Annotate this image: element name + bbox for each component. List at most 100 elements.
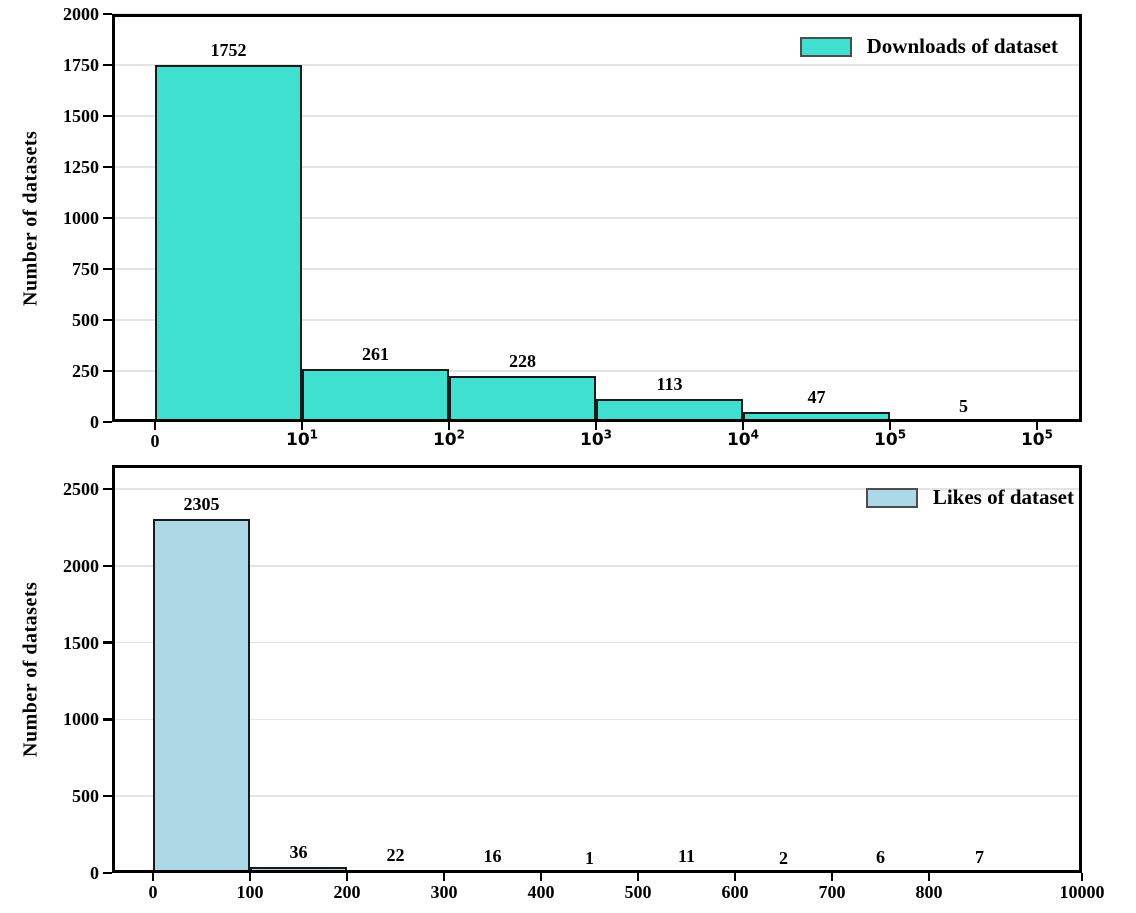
x-tick-mark <box>248 873 252 881</box>
gridline <box>112 319 1082 321</box>
y-tick-label: 0 <box>90 863 99 883</box>
x-tick-mark <box>830 873 834 881</box>
plot-area: Downloads of dataset 0 250 500 750 1000 1250 1… <box>63 5 1082 450</box>
x-tick-label: 300 <box>430 882 458 902</box>
y-tick-label: 1500 <box>63 106 99 126</box>
x-tick-exponent: 1 <box>309 427 319 442</box>
bar-value-label: 261 <box>362 343 389 364</box>
bar-value-label: 1752 <box>210 39 247 60</box>
gridline <box>112 64 1082 66</box>
histogram-bar <box>890 419 1037 422</box>
histogram-bar <box>444 870 542 873</box>
y-tick-mark <box>103 318 112 322</box>
y-tick-mark <box>103 12 112 16</box>
y-tick-label: 1000 <box>63 709 99 730</box>
gridline <box>112 718 1082 721</box>
y-tick-label: 250 <box>72 361 99 381</box>
bar-value-label: 36 <box>289 842 308 863</box>
bar-value-label: 47 <box>807 387 826 408</box>
x-tick-label: 105 <box>874 427 907 450</box>
bar-value-label: 228 <box>509 350 536 371</box>
gridline <box>112 115 1082 117</box>
x-tick-mark <box>1035 422 1039 430</box>
x-tick-mark <box>636 873 640 881</box>
gridline <box>112 268 1082 270</box>
gridline <box>112 13 1082 15</box>
x-tick-mark <box>442 873 446 881</box>
x-tick-label: 103 <box>580 427 613 450</box>
histogram-bar <box>742 412 891 422</box>
x-tick-label: 800 <box>915 882 943 902</box>
x-tick-label: 10000 <box>1059 882 1105 902</box>
legend: Downloads of dataset <box>799 34 1058 58</box>
y-tick-label: 500 <box>72 310 99 330</box>
y-tick-mark <box>103 564 112 568</box>
y-tick-label: 0 <box>90 412 99 432</box>
y-tick-mark <box>103 794 112 798</box>
y-tick-mark <box>103 871 112 875</box>
y-tick-label: 2000 <box>63 4 99 24</box>
y-tick-label: 1500 <box>63 632 99 653</box>
bar-value-label: 2 <box>779 847 789 868</box>
bar-value-label: 16 <box>483 845 502 866</box>
x-tick-mark <box>733 873 737 881</box>
y-tick-mark <box>103 641 112 644</box>
x-tick-mark <box>1080 873 1084 881</box>
legend-swatch <box>799 36 852 57</box>
bar-value-label: 5 <box>959 395 968 416</box>
y-tick-label: 1000 <box>63 208 99 228</box>
x-tick-exponent: 2 <box>456 427 465 442</box>
bar-value-label: 22 <box>386 844 405 865</box>
y-tick-mark <box>103 369 112 373</box>
x-tick-label: 600 <box>721 882 749 902</box>
legend-label: Downloads of dataset <box>866 34 1058 58</box>
histogram-bar <box>153 518 251 873</box>
gridline <box>112 166 1082 168</box>
plot-area: Likes of dataset 0 500 1000 1500 2000 2500 0 10… <box>63 465 1105 901</box>
y-tick-label: 1250 <box>63 157 99 177</box>
bar-value-label: 1 <box>585 847 595 868</box>
gridline <box>112 488 1082 490</box>
legend-label: Likes of dataset <box>932 485 1074 509</box>
x-tick-label: 200 <box>333 882 361 902</box>
x-tick-exponent: 5 <box>897 427 907 442</box>
bar-value-label: 7 <box>975 846 985 867</box>
y-tick-label: 750 <box>72 259 99 279</box>
x-tick-label: 104 <box>726 427 759 450</box>
x-tick-label: 102 <box>432 427 465 450</box>
x-tick-exponent: 5 <box>1044 427 1053 442</box>
y-tick-mark <box>103 420 112 424</box>
x-tick-mark <box>888 422 892 430</box>
x-tick-label: 700 <box>818 882 846 902</box>
x-tick-label: 100 <box>236 882 264 902</box>
histogram-bar <box>250 867 348 873</box>
histogram-bar <box>929 870 1030 873</box>
histogram-bar <box>638 870 736 873</box>
x-tick-mark <box>594 422 598 430</box>
x-tick-mark <box>741 422 745 430</box>
downloads-histogram-chart: Number of datasets Downloads of dataset … <box>0 0 1136 456</box>
gridline <box>112 217 1082 219</box>
bar-value-label: 113 <box>656 373 683 394</box>
gridline <box>112 795 1082 797</box>
x-tick-mark <box>153 422 157 430</box>
x-tick-label: 500 <box>624 882 652 902</box>
axes-frame <box>112 465 1082 873</box>
y-tick-mark <box>103 114 112 118</box>
y-tick-mark <box>103 487 112 491</box>
x-tick-label: 0 <box>148 882 158 902</box>
y-tick-mark <box>103 63 112 67</box>
x-tick-mark <box>447 422 451 430</box>
likes-histogram-chart: Number of datasets Likes of dataset 0 500… <box>0 456 1136 913</box>
x-tick-mark <box>300 422 304 430</box>
gridline <box>112 641 1082 644</box>
histogram-bar <box>448 375 597 422</box>
x-tick-label: 105 <box>1020 427 1053 450</box>
x-tick-mark <box>927 873 931 881</box>
bar-value-label: 6 <box>876 847 886 868</box>
bar-value-label: 2305 <box>183 493 220 514</box>
x-tick-label: 0 <box>150 431 160 451</box>
histogram-bar <box>735 870 833 873</box>
x-tick-mark <box>151 873 155 881</box>
histogram-bar <box>541 870 639 873</box>
